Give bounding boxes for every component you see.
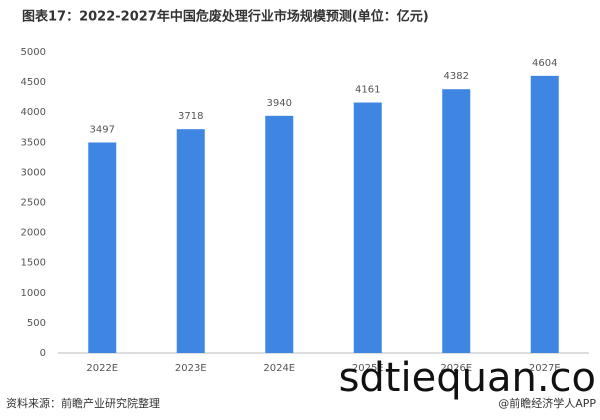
y-tick-label: 1500: [21, 258, 46, 269]
x-tick-label: 2026E: [440, 363, 472, 374]
value-label: 4604: [532, 58, 557, 69]
value-label: 3497: [90, 124, 115, 135]
bar: [88, 142, 117, 353]
value-label: 4161: [355, 85, 380, 96]
watermark: sdtiequan.co: [339, 355, 596, 401]
x-tick-label: 2027E: [529, 363, 561, 374]
x-tick-label: 2025E: [352, 363, 384, 374]
y-tick-label: 3500: [21, 137, 46, 148]
y-tick-label: 500: [27, 318, 46, 329]
bar: [530, 75, 559, 353]
y-tick-label: 0: [40, 348, 46, 359]
y-tick-label: 2500: [21, 198, 46, 209]
y-tick-label: 2000: [21, 228, 46, 239]
bar: [442, 89, 471, 353]
credit: @前瞻经济学人APP: [498, 396, 596, 410]
y-tick-label: 4500: [21, 77, 46, 88]
value-label: 4382: [444, 71, 469, 82]
value-label: 3718: [178, 111, 203, 122]
x-tick-label: 2024E: [263, 363, 295, 374]
bar: [353, 102, 382, 353]
chart-title: 图表17：2022-2027年中国危废处理行业市场规模预测(单位：亿元): [22, 9, 429, 25]
bar: [176, 129, 205, 353]
y-tick-label: 5000: [21, 47, 46, 58]
y-tick-label: 3000: [21, 167, 46, 178]
y-tick-label: 4000: [21, 107, 46, 118]
y-tick-label: 1000: [21, 288, 46, 299]
x-tick-label: 2023E: [175, 363, 207, 374]
source: 资料来源：前瞻产业研究院整理: [6, 396, 160, 410]
bar: [265, 115, 294, 353]
value-label: 3940: [267, 98, 292, 109]
x-tick-label: 2022E: [86, 363, 118, 374]
